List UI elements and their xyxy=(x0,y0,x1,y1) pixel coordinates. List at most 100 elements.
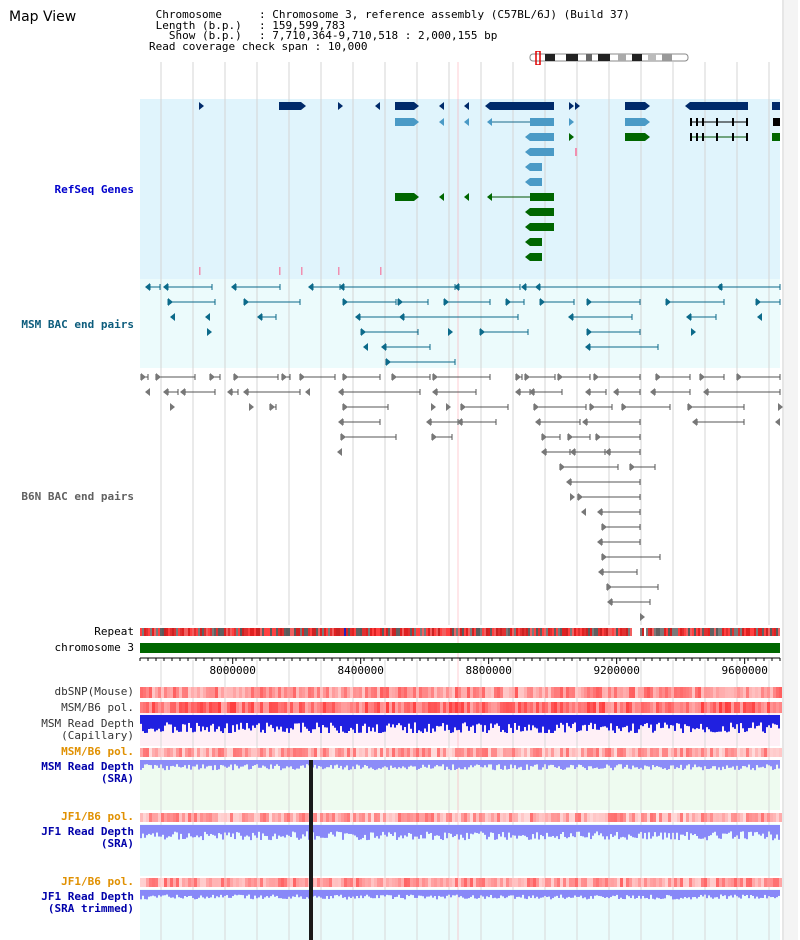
jf1-sra-depth-bar[interactable] xyxy=(532,825,534,835)
msm-capillary-depth-bar[interactable] xyxy=(370,715,372,732)
jf1-trim-depth-bar[interactable] xyxy=(724,890,726,896)
jf1-b6-pol-2-heat-cell[interactable] xyxy=(686,878,689,887)
msm-capillary-depth-bar[interactable] xyxy=(398,715,400,724)
repeat-segment[interactable] xyxy=(408,628,410,636)
jf1-sra-depth-bar[interactable] xyxy=(284,825,286,838)
repeat-segment[interactable] xyxy=(446,628,448,636)
jf1-sra-depth-bar[interactable] xyxy=(176,825,178,833)
msm-capillary-depth-bar[interactable] xyxy=(500,715,502,732)
repeat-segment[interactable] xyxy=(610,628,612,636)
jf1-sra-depth-bar[interactable] xyxy=(582,825,584,837)
jf1-b6-pol-heat-cell[interactable] xyxy=(470,813,473,822)
jf1-sra-depth-bar[interactable] xyxy=(380,825,382,836)
jf1-sra-depth-bar[interactable] xyxy=(406,825,408,837)
jf1-sra-depth-bar[interactable] xyxy=(604,825,606,840)
jf1-b6-pol-2-heat-cell[interactable] xyxy=(485,878,488,887)
msm-b6-pol-heat-cell[interactable] xyxy=(563,702,566,713)
msm-sra-depth-bar[interactable] xyxy=(610,760,612,768)
dbsnp-heat-cell[interactable] xyxy=(659,687,662,698)
jf1-b6-pol-heat-cell[interactable] xyxy=(239,813,242,822)
msm-capillary-depth-bar[interactable] xyxy=(776,715,778,725)
jf1-b6-pol-2-heat-cell[interactable] xyxy=(416,878,419,887)
repeat-segment[interactable] xyxy=(558,628,560,636)
msm-capillary-depth-bar[interactable] xyxy=(334,715,336,728)
gene-block[interactable] xyxy=(530,148,554,156)
jf1-b6-pol-heat-cell[interactable] xyxy=(557,813,560,822)
jf1-trim-depth-bar[interactable] xyxy=(150,890,152,897)
jf1-trim-depth-bar[interactable] xyxy=(474,890,476,899)
repeat-segment[interactable] xyxy=(166,628,168,636)
repeat-segment[interactable] xyxy=(456,628,458,636)
repeat-segment[interactable] xyxy=(542,628,544,636)
msm-capillary-depth-bar[interactable] xyxy=(516,715,518,730)
jf1-trim-depth-bar[interactable] xyxy=(156,890,158,898)
jf1-sra-depth-bar[interactable] xyxy=(292,825,294,832)
jf1-b6-pol-heat-cell[interactable] xyxy=(722,813,725,822)
b6n-bac-end-arrow[interactable] xyxy=(426,418,431,426)
jf1-trim-depth-bar[interactable] xyxy=(674,890,676,900)
b6n-bac-end-arrow[interactable] xyxy=(607,598,612,606)
jf1-trim-depth-bar[interactable] xyxy=(518,890,520,897)
msm-b6-pol-heat-cell[interactable] xyxy=(398,702,401,713)
repeat-segment[interactable] xyxy=(752,628,754,636)
msm-b6-pol-heat-cell[interactable] xyxy=(197,702,200,713)
msm-capillary-depth-bar[interactable] xyxy=(428,715,430,724)
repeat-segment[interactable] xyxy=(506,628,508,636)
jf1-sra-depth-bar[interactable] xyxy=(438,825,440,836)
msm-capillary-depth-bar[interactable] xyxy=(402,715,404,731)
jf1-trim-depth-bar[interactable] xyxy=(456,890,458,895)
jf1-trim-depth-bar[interactable] xyxy=(162,890,164,896)
msm-b6-pol-heat-cell[interactable] xyxy=(422,702,425,713)
msm-b6-pol-2-heat-cell[interactable] xyxy=(284,748,287,757)
msm-sra-depth-bar[interactable] xyxy=(374,760,376,771)
msm-sra-depth-bar[interactable] xyxy=(338,760,340,768)
msm-b6-pol-heat-cell[interactable] xyxy=(386,702,389,713)
repeat-segment[interactable] xyxy=(578,628,580,636)
msm-b6-pol-heat-cell[interactable] xyxy=(722,702,725,713)
repeat-segment[interactable] xyxy=(574,628,576,636)
jf1-b6-pol-2-heat-cell[interactable] xyxy=(323,878,326,887)
repeat-segment[interactable] xyxy=(400,628,402,636)
jf1-b6-pol-2-heat-cell[interactable] xyxy=(281,878,284,887)
msm-b6-pol-heat-cell[interactable] xyxy=(515,702,518,713)
jf1-b6-pol-2-heat-cell[interactable] xyxy=(242,878,245,887)
jf1-trim-depth-bar[interactable] xyxy=(350,890,352,899)
msm-sra-depth-bar[interactable] xyxy=(600,760,602,769)
jf1-b6-pol-2-heat-cell[interactable] xyxy=(758,878,761,887)
msm-sra-depth-bar[interactable] xyxy=(716,760,718,770)
msm-capillary-depth-bar[interactable] xyxy=(508,715,510,725)
msm-sra-depth-bar[interactable] xyxy=(606,760,608,765)
jf1-trim-depth-bar[interactable] xyxy=(450,890,452,898)
jf1-sra-depth-bar[interactable] xyxy=(658,825,660,836)
jf1-b6-pol-heat-cell[interactable] xyxy=(608,813,611,822)
jf1-sra-depth-bar[interactable] xyxy=(632,825,634,838)
jf1-trim-depth-bar[interactable] xyxy=(498,890,500,899)
jf1-b6-pol-heat-cell[interactable] xyxy=(227,813,230,822)
dbsnp-heat-cell[interactable] xyxy=(668,687,671,698)
msm-sra-depth-bar[interactable] xyxy=(282,760,284,769)
msm-capillary-depth-bar[interactable] xyxy=(254,715,256,728)
msm-sra-depth-bar[interactable] xyxy=(266,760,268,769)
msm-b6-pol-heat-cell[interactable] xyxy=(275,702,278,713)
msm-sra-depth-bar[interactable] xyxy=(148,760,150,765)
msm-capillary-depth-bar[interactable] xyxy=(730,715,732,723)
jf1-trim-depth-bar[interactable] xyxy=(152,890,154,896)
msm-b6-pol-2-heat-cell[interactable] xyxy=(704,748,707,757)
msm-b6-pol-2-heat-cell[interactable] xyxy=(158,748,161,757)
jf1-trim-depth-bar[interactable] xyxy=(650,890,652,895)
jf1-trim-depth-bar[interactable] xyxy=(664,890,666,899)
jf1-sra-depth-bar[interactable] xyxy=(596,825,598,832)
jf1-b6-pol-2-heat-cell[interactable] xyxy=(620,878,623,887)
msm-b6-pol-2-heat-cell[interactable] xyxy=(329,748,332,757)
msm-capillary-depth-bar[interactable] xyxy=(392,715,394,725)
msm-capillary-depth-bar[interactable] xyxy=(658,715,660,723)
msm-capillary-depth-bar[interactable] xyxy=(644,715,646,724)
jf1-b6-pol-2-heat-cell[interactable] xyxy=(305,878,308,887)
dbsnp-heat-cell[interactable] xyxy=(407,687,410,698)
msm-sra-depth-bar[interactable] xyxy=(480,760,482,767)
jf1-sra-depth-bar[interactable] xyxy=(370,825,372,833)
repeat-segment[interactable] xyxy=(768,628,770,636)
msm-capillary-depth-bar[interactable] xyxy=(488,715,490,731)
jf1-b6-pol-2-heat-cell[interactable] xyxy=(470,878,473,887)
msm-sra-depth-bar[interactable] xyxy=(256,760,258,765)
